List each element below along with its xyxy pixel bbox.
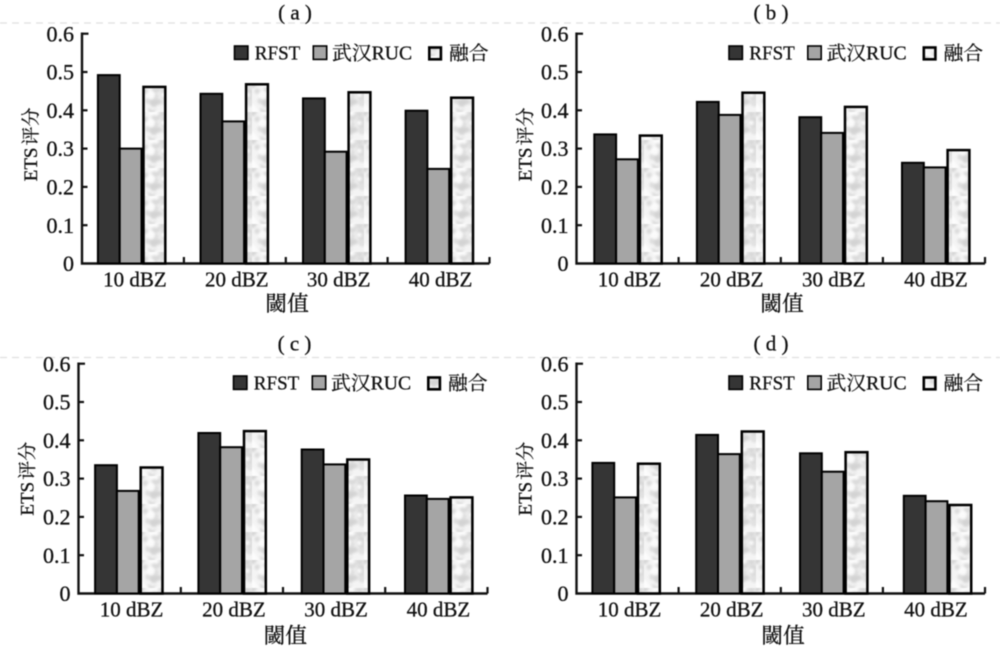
svg-text:RUC: RUC bbox=[372, 42, 413, 64]
svg-text:( c ): ( c ) bbox=[278, 332, 312, 356]
svg-text:RUC: RUC bbox=[866, 42, 907, 64]
svg-text:0.1: 0.1 bbox=[43, 543, 71, 568]
svg-text:0.2: 0.2 bbox=[43, 505, 71, 530]
svg-text:0.6: 0.6 bbox=[541, 21, 569, 46]
svg-text:( b ): ( b ) bbox=[754, 1, 789, 25]
svg-text:30 dBZ: 30 dBZ bbox=[802, 598, 866, 622]
svg-text:20 dBZ: 20 dBZ bbox=[202, 598, 266, 622]
svg-text:0.1: 0.1 bbox=[541, 543, 569, 568]
svg-text:( d ): ( d ) bbox=[754, 332, 789, 356]
svg-text:0.4: 0.4 bbox=[43, 428, 71, 453]
svg-text:10 dBZ: 10 dBZ bbox=[598, 268, 662, 292]
svg-text:RFST: RFST bbox=[254, 372, 300, 394]
svg-text:0: 0 bbox=[60, 581, 71, 606]
svg-text:0.1: 0.1 bbox=[47, 213, 75, 238]
svg-text:40 dBZ: 40 dBZ bbox=[904, 268, 968, 292]
svg-text:0.6: 0.6 bbox=[541, 351, 569, 376]
svg-text:40 dBZ: 40 dBZ bbox=[407, 598, 471, 622]
svg-text:30 dBZ: 30 dBZ bbox=[307, 268, 371, 292]
svg-text:10 dBZ: 10 dBZ bbox=[598, 598, 662, 622]
svg-text:30 dBZ: 30 dBZ bbox=[802, 268, 866, 292]
svg-text:10 dBZ: 10 dBZ bbox=[100, 598, 164, 622]
svg-text:0.5: 0.5 bbox=[43, 390, 71, 415]
svg-text:20 dBZ: 20 dBZ bbox=[700, 598, 764, 622]
svg-text:20 dBZ: 20 dBZ bbox=[700, 268, 764, 292]
svg-text:0.3: 0.3 bbox=[47, 136, 75, 161]
svg-text:RFST: RFST bbox=[749, 372, 795, 394]
svg-text:0.5: 0.5 bbox=[541, 390, 569, 415]
svg-text:0.1: 0.1 bbox=[541, 213, 569, 238]
svg-text:0.4: 0.4 bbox=[541, 98, 569, 123]
svg-text:RUC: RUC bbox=[371, 372, 412, 394]
svg-text:0.4: 0.4 bbox=[541, 428, 569, 453]
svg-text:0.5: 0.5 bbox=[541, 60, 569, 85]
svg-text:0.6: 0.6 bbox=[43, 351, 71, 376]
svg-text:0.4: 0.4 bbox=[47, 98, 75, 123]
svg-text:RUC: RUC bbox=[866, 372, 907, 394]
svg-text:ETS: ETS bbox=[515, 482, 536, 516]
svg-text:40 dBZ: 40 dBZ bbox=[409, 268, 473, 292]
svg-text:ETS: ETS bbox=[21, 148, 42, 182]
svg-text:20 dBZ: 20 dBZ bbox=[205, 268, 269, 292]
svg-text:0.3: 0.3 bbox=[43, 466, 71, 491]
svg-text:0.3: 0.3 bbox=[541, 466, 569, 491]
svg-text:0.2: 0.2 bbox=[541, 505, 569, 530]
svg-text:0.5: 0.5 bbox=[47, 60, 75, 85]
svg-text:10 dBZ: 10 dBZ bbox=[103, 268, 167, 292]
svg-text:0.2: 0.2 bbox=[541, 175, 569, 200]
svg-text:RFST: RFST bbox=[255, 42, 301, 64]
svg-text:0: 0 bbox=[558, 251, 569, 276]
svg-text:ETS: ETS bbox=[515, 148, 536, 182]
svg-text:30 dBZ: 30 dBZ bbox=[304, 598, 368, 622]
svg-text:40 dBZ: 40 dBZ bbox=[904, 598, 968, 622]
svg-text:0.3: 0.3 bbox=[541, 136, 569, 161]
svg-text:0.6: 0.6 bbox=[47, 21, 75, 46]
svg-text:0: 0 bbox=[558, 581, 569, 606]
svg-text:0: 0 bbox=[63, 251, 74, 276]
svg-text:( a ): ( a ) bbox=[278, 1, 312, 25]
svg-text:RFST: RFST bbox=[749, 42, 795, 64]
svg-text:0.2: 0.2 bbox=[47, 175, 75, 200]
svg-text:ETS: ETS bbox=[17, 482, 38, 516]
